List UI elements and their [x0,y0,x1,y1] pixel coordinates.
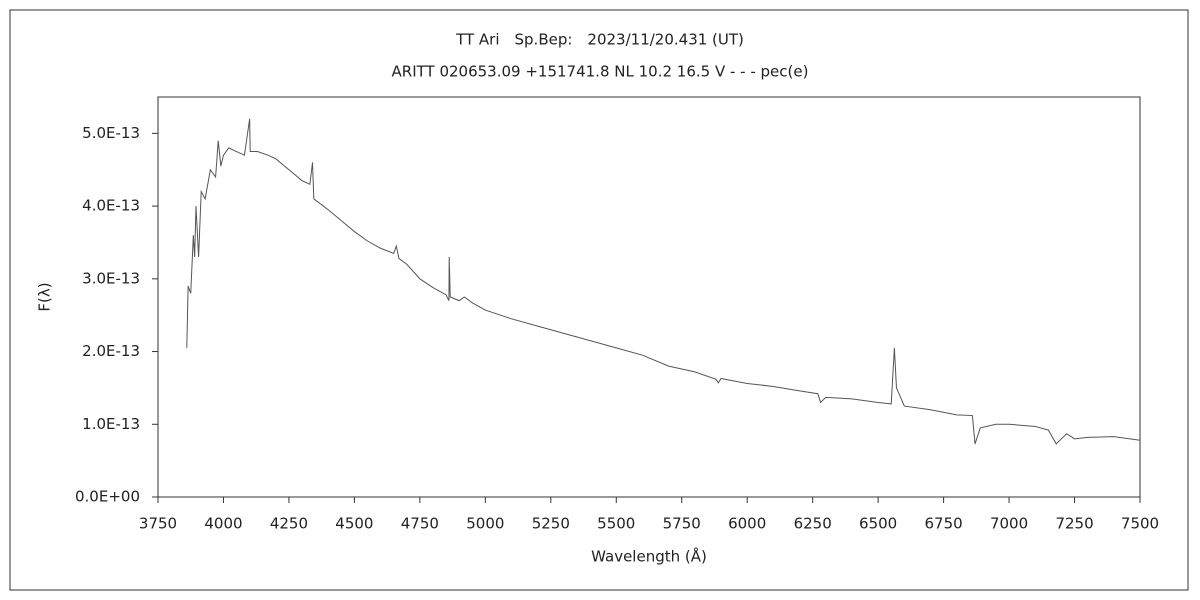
x-tick-label: 7000 [990,515,1028,533]
y-tick-label: 3.0E-13 [82,269,140,287]
y-tick-label: 4.0E-13 [82,197,140,215]
frame [9,9,1189,591]
y-tick-label: 0.0E+00 [75,488,140,506]
y-axis-label: F(λ) [36,282,54,311]
x-tick-label: 4750 [401,515,439,533]
x-tick-label: 3750 [139,515,177,533]
x-tick-label: 7500 [1121,515,1159,533]
x-tick-label: 4250 [270,515,308,533]
y-tick-label: 2.0E-13 [82,342,140,360]
x-tick-label: 6750 [925,515,963,533]
x-tick-label: 5750 [663,515,701,533]
chart-title: TT Ari Sp.Bep: 2023/11/20.431 (UT) [455,31,744,49]
x-tick-label: 4000 [204,515,242,533]
x-tick-label: 4500 [335,515,373,533]
spectrum-line [186,118,1141,445]
y-tick-label: 1.0E-13 [82,415,140,433]
x-tick-label: 5250 [532,515,570,533]
x-tick-label: 7250 [1055,515,1093,533]
y-tick-label: 5.0E-13 [82,124,140,142]
x-tick-label: 6250 [794,515,832,533]
x-tick-label: 6500 [859,515,897,533]
x-tick-label: 5500 [597,515,635,533]
x-tick-label: 6000 [728,515,766,533]
plot-area [157,96,1141,498]
chart-subtitle: ARITT 020653.09 +151741.8 NL 10.2 16.5 V… [392,63,809,81]
x-tick-label: 5000 [466,515,504,533]
x-axis-label: Wavelength (Å) [591,547,707,566]
